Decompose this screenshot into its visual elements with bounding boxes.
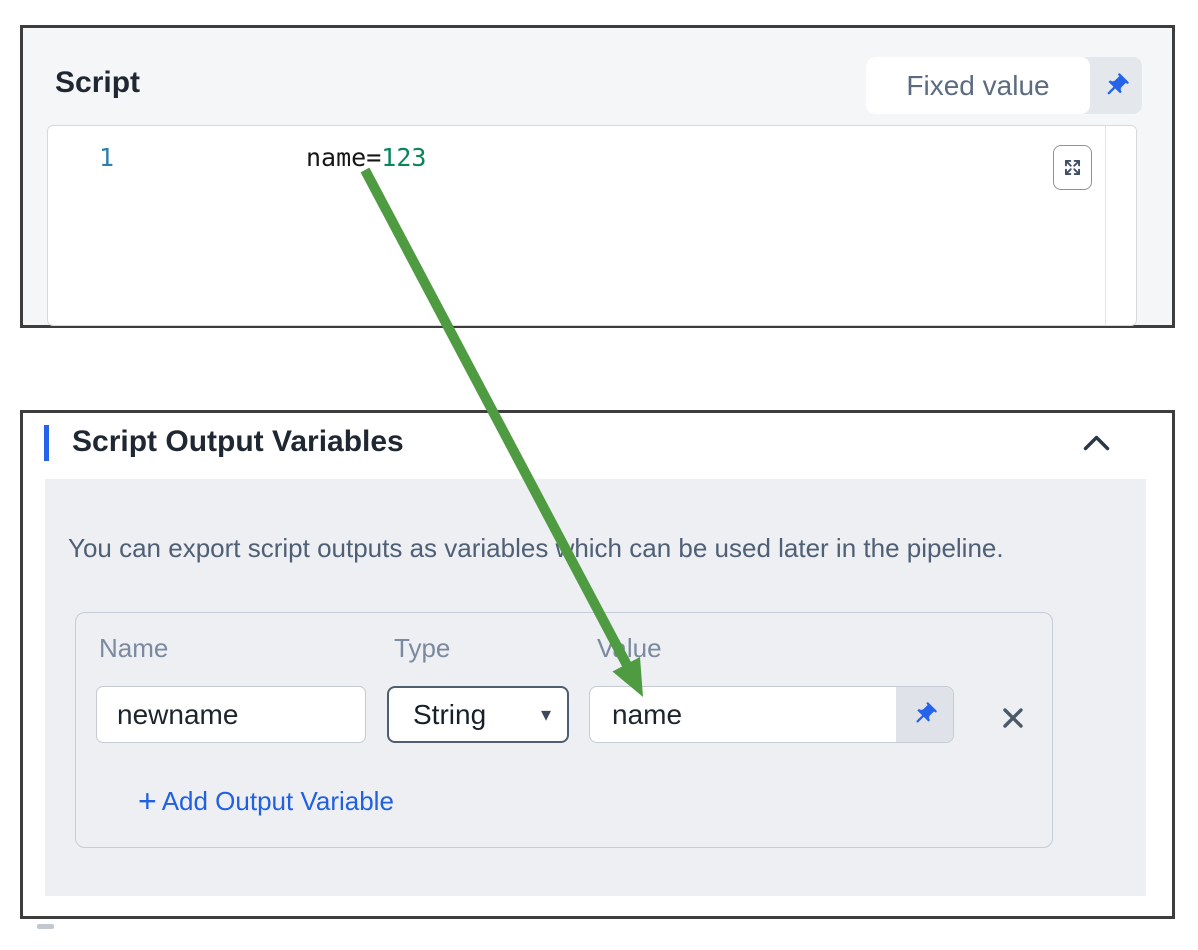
scrollbar-fragment — [37, 924, 54, 929]
plus-icon: + — [138, 783, 157, 819]
script-panel: Script Fixed value 1 name=123 — [20, 25, 1175, 328]
section-description: You can export script outputs as variabl… — [68, 533, 1004, 563]
script-output-variables-panel: Script Output Variables You can export s… — [20, 410, 1175, 919]
column-label-type: Type — [394, 633, 451, 663]
column-label-name: Name — [99, 633, 169, 663]
add-output-variable-button[interactable]: + Add Output Variable — [138, 785, 394, 817]
section-title: Script Output Variables — [72, 425, 404, 458]
editor-code-line[interactable]: name=123 — [306, 143, 426, 172]
pin-icon — [905, 695, 943, 733]
editor-line-number: 1 — [98, 143, 114, 172]
collapse-section-button[interactable] — [1078, 427, 1114, 459]
variable-value-field — [589, 686, 954, 743]
script-label: Script — [55, 66, 141, 99]
caret-down-icon: ▾ — [540, 704, 551, 726]
delete-variable-button[interactable] — [998, 703, 1028, 733]
output-variable-row: Name Type Value String ▾ — [75, 612, 1053, 848]
editor-scrollbar-minimap[interactable] — [1105, 126, 1136, 325]
pin-icon — [1096, 66, 1136, 106]
add-output-variable-label: Add Output Variable — [161, 786, 394, 816]
variable-type-select[interactable]: String ▾ — [387, 686, 569, 743]
fixed-value-button[interactable]: Fixed value — [866, 57, 1090, 114]
value-type-selector[interactable]: Fixed value — [866, 57, 1142, 114]
section-accent-bar — [44, 425, 49, 461]
section-content: You can export script outputs as variabl… — [45, 479, 1146, 896]
variable-value-input[interactable] — [590, 687, 896, 742]
close-icon — [1001, 706, 1025, 730]
expand-editor-button[interactable] — [1053, 145, 1092, 190]
code-text: name= — [306, 143, 382, 172]
pin-button[interactable] — [1090, 57, 1142, 114]
code-number: 123 — [381, 143, 427, 172]
variable-type-value: String — [413, 698, 487, 730]
variable-name-input[interactable] — [96, 686, 366, 743]
script-code-editor[interactable]: 1 name=123 — [47, 125, 1137, 326]
expand-icon — [1062, 157, 1083, 178]
value-pin-button[interactable] — [896, 687, 953, 742]
column-label-value: Value — [597, 633, 662, 663]
chevron-up-icon — [1083, 435, 1110, 451]
